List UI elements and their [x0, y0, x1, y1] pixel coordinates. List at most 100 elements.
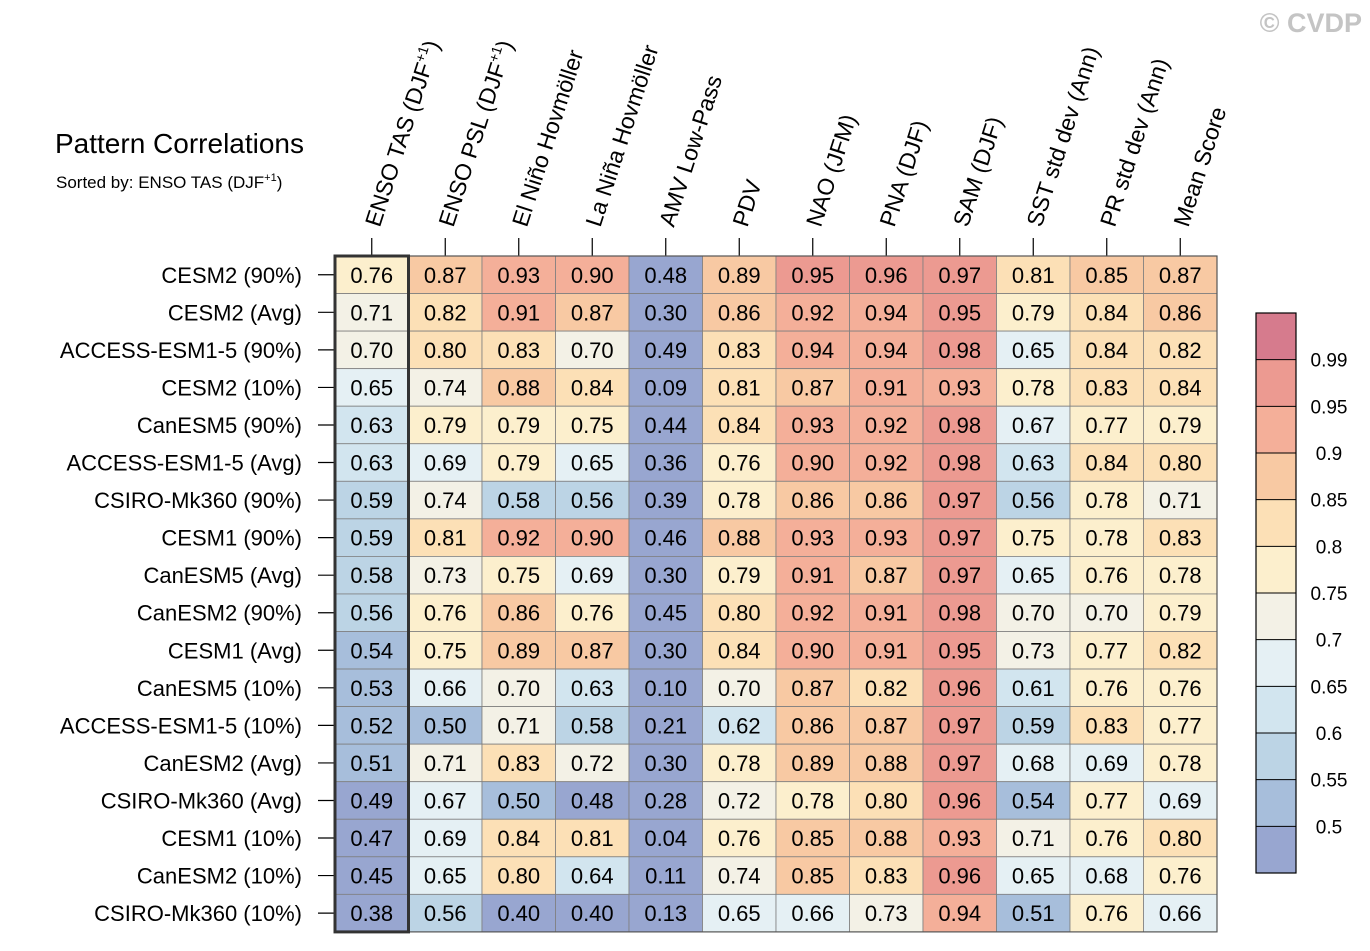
cell-value: 0.65 — [350, 375, 393, 400]
cell-value: 0.92 — [865, 451, 908, 476]
heatmap-cell — [702, 330, 777, 370]
heatmap-cell — [922, 518, 997, 557]
cell-value: 0.66 — [424, 676, 467, 701]
row-labels: CESM2 (90%) CESM2 (Avg) ACCESS-ESM1-5 (90%… — [60, 263, 335, 926]
heatmap-cell — [555, 405, 630, 445]
heatmap-cell — [996, 856, 1071, 895]
heatmap-cell — [1143, 480, 1218, 520]
heatmap-cell — [849, 893, 924, 933]
cell-value: 0.79 — [1012, 300, 1055, 325]
cell-value: 0.95 — [938, 300, 981, 325]
heatmap-cell — [996, 781, 1071, 820]
colorbar-segment — [1256, 733, 1296, 780]
cell-value: 0.97 — [938, 263, 981, 288]
cell-value: 0.70 — [718, 676, 761, 701]
heatmap-cell — [334, 856, 409, 895]
cell-value: 0.88 — [497, 375, 540, 400]
cell-value: 0.58 — [350, 563, 393, 588]
cell-value: 0.50 — [424, 713, 467, 738]
heatmap-cell — [481, 255, 556, 294]
colorbar-border — [1255, 312, 1297, 874]
heatmap-cell — [1069, 443, 1144, 482]
heatmap-cell — [555, 255, 630, 294]
heatmap-cell — [408, 818, 483, 858]
row-label: CSIRO-Mk360 (10%) — [94, 901, 302, 926]
heatmap-cell — [408, 893, 483, 933]
heatmap-cell — [481, 593, 556, 632]
row-label: ACCESS-ESM1-5 (10%) — [60, 713, 302, 738]
cell-value: 0.91 — [865, 601, 908, 626]
colorbar-segment — [1256, 639, 1296, 687]
cell-value: 0.74 — [718, 864, 761, 889]
cell-value: 0.65 — [424, 864, 467, 889]
cell-value: 0.67 — [424, 788, 467, 813]
cell-value: 0.80 — [497, 864, 540, 889]
cell-value: 0.89 — [791, 751, 834, 776]
heatmap-cell — [849, 706, 924, 745]
cell-value: 0.71 — [1159, 488, 1202, 513]
row-label: CESM2 (90%) — [161, 263, 302, 288]
heatmap-cell — [628, 631, 703, 670]
cell-value: 0.73 — [424, 563, 467, 588]
column-label-text: El Niño Hovmöller — [507, 46, 589, 229]
cell-value: 0.80 — [865, 788, 908, 813]
cell-value: 0.76 — [350, 263, 393, 288]
cell-value: 0.39 — [644, 488, 687, 513]
colorbar-tick-label: 0.5 — [1316, 817, 1342, 838]
heatmap-cell — [922, 593, 997, 632]
cell-value: 0.79 — [1159, 601, 1202, 626]
heatmap-cell — [628, 668, 703, 707]
heatmap-cell — [922, 368, 997, 407]
cell-value: 0.51 — [1012, 901, 1055, 926]
heatmap-cell — [849, 593, 924, 632]
heatmap-cell — [702, 668, 777, 707]
column-label-text: La Niña Hovmöller — [580, 41, 663, 229]
heatmap-cell — [555, 518, 630, 557]
cell-value: 0.69 — [571, 563, 614, 588]
heatmap-cell — [849, 631, 924, 670]
cell-value: 0.82 — [1159, 638, 1202, 663]
heatmap-cell — [628, 405, 703, 445]
row-label: CSIRO-Mk360 (90%) — [94, 488, 302, 513]
colorbar-segment — [1256, 359, 1296, 407]
heatmap-cell — [555, 818, 630, 858]
column-label-text: PR std dev (Ann) — [1095, 55, 1174, 230]
heatmap-cell — [702, 368, 777, 407]
cell-value: 0.45 — [644, 601, 687, 626]
row-label: ACCESS-ESM1-5 (Avg) — [66, 451, 302, 476]
heatmap-cell — [922, 631, 997, 670]
cell-value: 0.84 — [1159, 375, 1202, 400]
cell-value: 0.74 — [424, 375, 467, 400]
cell-value: 0.70 — [1085, 601, 1128, 626]
cell-value: 0.76 — [1085, 901, 1128, 926]
heatmap-cell — [334, 631, 409, 670]
cell-value: 0.87 — [865, 563, 908, 588]
heatmap-cell — [702, 480, 777, 520]
cell-value: 0.76 — [571, 601, 614, 626]
heatmap-cell — [702, 518, 777, 557]
row-label: CESM1 (10%) — [161, 826, 302, 851]
heatmap-cell — [702, 856, 777, 895]
heatmap-cell — [922, 818, 997, 858]
heatmap-cell — [996, 668, 1071, 707]
heatmap-cell — [1069, 293, 1144, 332]
cell-value: 0.88 — [865, 826, 908, 851]
cell-value: 0.28 — [644, 788, 687, 813]
cell-value: 0.64 — [571, 864, 614, 889]
heatmap-cell — [775, 368, 850, 407]
cell-value: 0.93 — [865, 526, 908, 551]
cell-value: 0.81 — [718, 375, 761, 400]
cell-value: 0.83 — [718, 338, 761, 363]
cell-value: 0.49 — [350, 788, 393, 813]
heatmap-cell — [334, 330, 409, 370]
cell-value: 0.71 — [350, 300, 393, 325]
cell-value: 0.75 — [1012, 526, 1055, 551]
heatmap-cell — [1143, 893, 1218, 933]
column-label: Mean Score — [1168, 104, 1231, 230]
heatmap-cell — [922, 706, 997, 745]
cell-value: 0.68 — [1012, 751, 1055, 776]
heatmap-cell — [1143, 856, 1218, 895]
cell-value: 0.84 — [718, 413, 761, 438]
colorbar-segment — [1256, 779, 1296, 827]
cell-value: 0.85 — [791, 864, 834, 889]
